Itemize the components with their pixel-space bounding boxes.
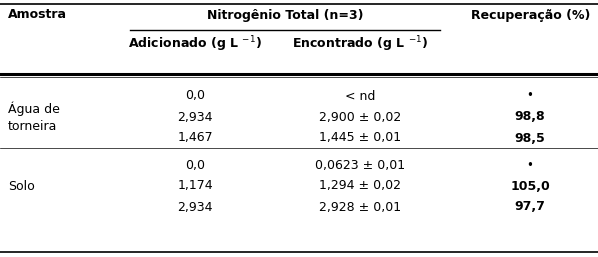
Text: 97,7: 97,7	[514, 200, 545, 214]
Text: 98,5: 98,5	[515, 132, 545, 144]
Text: Água de
torneira: Água de torneira	[8, 101, 60, 133]
Text: Encontrado (g L $^{-1}$): Encontrado (g L $^{-1}$)	[292, 34, 428, 54]
Text: 105,0: 105,0	[510, 179, 550, 192]
Text: 98,8: 98,8	[515, 111, 545, 124]
Text: Solo: Solo	[8, 179, 35, 192]
Text: •: •	[527, 159, 533, 171]
Text: Recuperação (%): Recuperação (%)	[471, 8, 590, 22]
Text: 0,0623 ± 0,01: 0,0623 ± 0,01	[315, 159, 405, 171]
Text: Amostra: Amostra	[8, 8, 67, 22]
Text: 2,934: 2,934	[177, 200, 213, 214]
Text: 2,934: 2,934	[177, 111, 213, 124]
Text: Adicionado (g L $^{-1}$): Adicionado (g L $^{-1}$)	[128, 34, 262, 54]
Text: Nitrogênio Total (n=3): Nitrogênio Total (n=3)	[207, 8, 363, 22]
Text: 2,928 ± 0,01: 2,928 ± 0,01	[319, 200, 401, 214]
Text: 0,0: 0,0	[185, 159, 205, 171]
Text: 2,900 ± 0,02: 2,900 ± 0,02	[319, 111, 401, 124]
Text: 1,294 ± 0,02: 1,294 ± 0,02	[319, 179, 401, 192]
Text: 1,467: 1,467	[177, 132, 213, 144]
Text: 1,445 ± 0,01: 1,445 ± 0,01	[319, 132, 401, 144]
Text: 0,0: 0,0	[185, 89, 205, 103]
Text: 1,174: 1,174	[177, 179, 213, 192]
Text: •: •	[527, 89, 533, 103]
Text: < nd: < nd	[345, 89, 375, 103]
